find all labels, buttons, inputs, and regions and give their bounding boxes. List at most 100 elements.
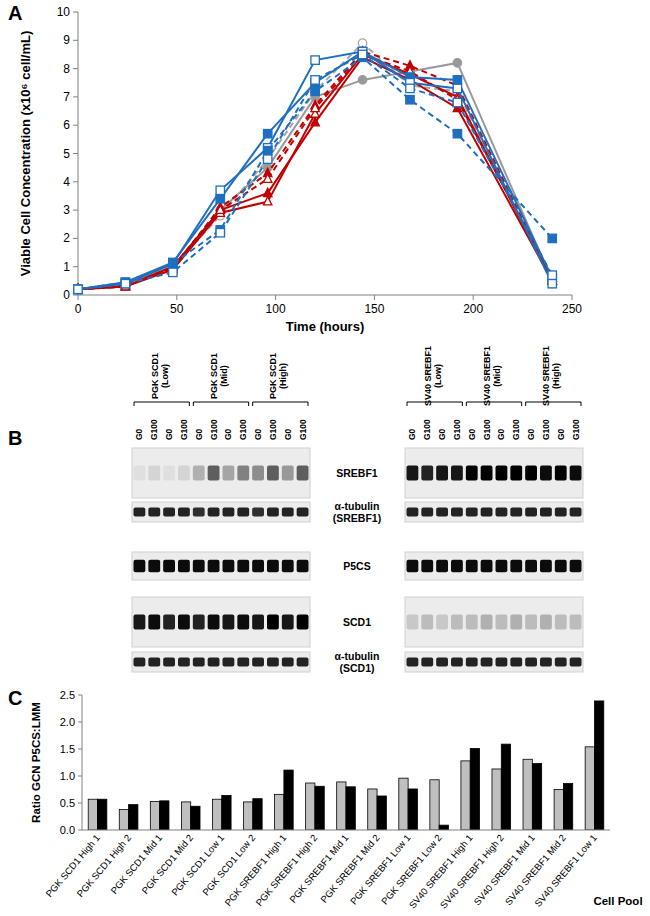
label-line: PGK SCD1	[268, 353, 278, 399]
marker	[216, 205, 224, 213]
series-line	[78, 57, 552, 289]
lane-label: G0	[134, 428, 144, 440]
blot-band	[451, 560, 463, 573]
blot-band	[282, 466, 294, 481]
blot-band	[223, 615, 235, 630]
y-tick-label: 4	[63, 175, 70, 189]
bar	[337, 782, 346, 830]
blot-band	[407, 560, 419, 573]
blot-band	[178, 560, 190, 573]
label-line: PGK SCD1	[209, 353, 219, 399]
blot-band	[421, 508, 433, 517]
marker	[74, 285, 82, 293]
lane-label: G100	[149, 419, 159, 440]
blot-band	[466, 508, 478, 517]
blot-group-label: SV40 SREBF1(High)	[541, 346, 561, 406]
blot-band	[436, 560, 448, 573]
blot-band	[496, 560, 508, 573]
blot-band	[178, 615, 190, 630]
blot-band	[407, 466, 419, 481]
marker	[74, 285, 82, 293]
panel-label: C	[8, 687, 22, 709]
blot-band	[570, 508, 582, 517]
category-label: PGK SCD1 Low 2	[200, 832, 257, 897]
category-label: SV40 SREBF1 Low 1	[532, 832, 599, 909]
blot-band	[436, 658, 448, 667]
blot-band	[237, 466, 249, 481]
blot-band	[163, 615, 175, 630]
x-axis	[82, 830, 610, 831]
blot-band	[193, 508, 205, 517]
bar	[306, 783, 315, 830]
bar	[150, 801, 159, 830]
blot-band	[282, 615, 294, 630]
blot-band	[282, 508, 294, 517]
blot-band	[525, 508, 537, 517]
blot-band	[525, 658, 537, 667]
blot-band	[481, 466, 493, 481]
bar	[532, 764, 541, 830]
blot-band	[193, 466, 205, 481]
blot-band	[510, 466, 522, 481]
bar	[523, 759, 532, 830]
y-tick	[78, 830, 82, 831]
blot-band	[178, 508, 190, 517]
marker	[74, 285, 82, 293]
bar	[399, 778, 408, 830]
blot-band	[436, 615, 448, 630]
lane-label: G100	[482, 419, 492, 440]
panel-label: A	[8, 2, 22, 24]
bar	[160, 801, 169, 830]
blot-band	[421, 615, 433, 630]
series-line	[78, 63, 552, 289]
blot-band	[267, 615, 279, 630]
marker	[74, 284, 82, 292]
marker	[548, 279, 556, 287]
blot-band	[525, 560, 537, 573]
marker	[453, 84, 461, 92]
blot-band	[134, 508, 146, 517]
blot-band	[208, 658, 220, 667]
blot-band	[193, 560, 205, 573]
bar	[430, 780, 439, 830]
bar	[377, 796, 386, 830]
marker	[548, 234, 556, 242]
marker	[169, 260, 177, 268]
lane-label: G0	[556, 428, 566, 440]
marker	[311, 87, 319, 95]
y-tick	[73, 210, 78, 211]
blot-band	[540, 615, 552, 630]
series-line	[78, 52, 552, 290]
y-tick	[73, 125, 78, 126]
blot-band	[208, 560, 220, 573]
bar	[594, 701, 603, 830]
label-line: α-tubulin	[335, 650, 380, 662]
bar	[346, 787, 355, 830]
y-tick	[78, 722, 82, 723]
label-line: (Mid)	[492, 365, 502, 387]
marker	[263, 174, 271, 182]
marker	[74, 284, 82, 292]
blot-band	[510, 658, 522, 667]
bar	[315, 786, 324, 830]
x-tick-label: 100	[266, 302, 286, 316]
lane-label: G100	[422, 419, 432, 440]
y-tick-label: 2.5	[60, 689, 75, 701]
blot-band	[481, 508, 493, 517]
blot-band	[163, 560, 175, 573]
series-line	[78, 52, 552, 290]
y-tick	[73, 96, 78, 97]
label-line: (High)	[278, 363, 288, 389]
blot-band	[208, 508, 220, 517]
blot-membrane	[405, 502, 583, 522]
blot-band	[297, 560, 309, 573]
marker	[216, 186, 224, 194]
x-axis-title: Time (hours)	[286, 319, 365, 334]
series-line	[78, 57, 552, 289]
blot-membrane	[132, 552, 310, 580]
bar	[408, 789, 417, 830]
bar	[119, 809, 128, 830]
blot-group-label: PGK SCD1(High)	[268, 353, 288, 399]
blot-band	[193, 658, 205, 667]
marker	[548, 271, 556, 279]
